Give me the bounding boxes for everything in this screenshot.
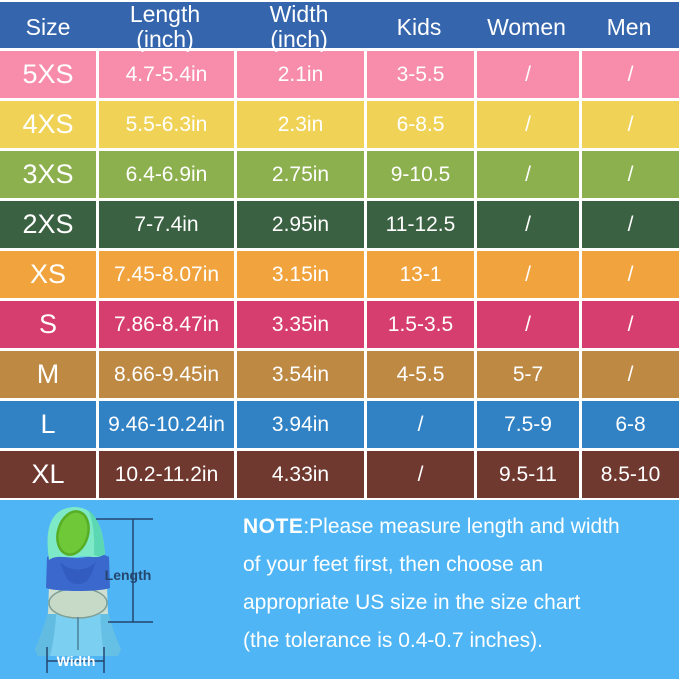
width-label: Width <box>57 653 96 669</box>
column-header-2: Width (inch) <box>269 1 329 52</box>
men-cell: / <box>579 251 679 298</box>
note-prefix: NOTE <box>243 515 304 538</box>
length-label: Length <box>105 567 152 583</box>
width-cell: 2.1in <box>234 51 364 98</box>
table-row-M: M 8.66-9.45in 3.54in 4-5.5 5-7/ <box>0 351 679 398</box>
width-measure-lines <box>46 647 105 673</box>
kids-cell: 6-8.5 <box>364 101 474 148</box>
men-cell: 6-8 <box>579 401 679 448</box>
kids-cell: 11-12.5 <box>364 201 474 248</box>
fin-foot-hole <box>56 510 90 556</box>
size-cell: S <box>38 309 57 339</box>
kids-cell: 3-5.5 <box>364 51 474 98</box>
fin-illustration: Length Width <box>35 507 153 673</box>
women-cell: / <box>474 301 579 348</box>
length-cell: 7.86-8.47in <box>96 301 234 348</box>
note-line-3: appropriate US size in the size chart <box>243 591 581 614</box>
table-row-XS: XS 7.45-8.07in 3.15in 13-1// <box>0 251 679 298</box>
table-body: 5XS 4.7-5.4in 2.1in 3-5.5//4XS 5.5-6.3in 2.3i… <box>0 51 679 498</box>
men-cell: / <box>579 51 679 98</box>
table-row-XL: XL 10.2-11.2in 4.33in/9.5-11 8.5-10 <box>0 451 679 498</box>
size-table: Size Length (inch) Width (inch) Kids Women Me… <box>0 2 679 498</box>
women-cell: 5-7 <box>474 351 579 398</box>
table-row-5XS: 5XS 4.7-5.4in 2.1in 3-5.5// <box>0 51 679 98</box>
length-measure-lines <box>96 518 153 623</box>
women-cell: / <box>474 251 579 298</box>
fin-blue-band-shading <box>60 562 96 584</box>
column-header-3: Kids <box>396 13 442 40</box>
length-cell: 4.7-5.4in <box>96 51 234 98</box>
width-cell: 3.54in <box>234 351 364 398</box>
table-row-3XS: 3XS 6.4-6.9in 2.75in 9-10.5// <box>0 151 679 198</box>
size-cell: XL <box>31 459 65 489</box>
men-cell: / <box>579 301 679 348</box>
men-cell: / <box>579 201 679 248</box>
size-cell: M <box>36 359 60 389</box>
kids-cell: 13-1 <box>364 251 474 298</box>
note-line-1: NOTE:Please measure length and width <box>243 516 620 538</box>
kids-cell: 4-5.5 <box>364 351 474 398</box>
length-cell: 10.2-11.2in <box>96 451 234 498</box>
size-cell: 4XS <box>22 109 74 139</box>
men-cell: 8.5-10 <box>579 451 679 498</box>
women-cell: / <box>474 101 579 148</box>
size-cell: 2XS <box>22 209 74 239</box>
women-cell: 7.5-9 <box>474 401 579 448</box>
length-cell: 6.4-6.9in <box>96 151 234 198</box>
length-cell: 8.66-9.45in <box>96 351 234 398</box>
table-row-4XS: 4XS 5.5-6.3in 2.3in 6-8.5// <box>0 101 679 148</box>
column-header-5: Men <box>606 13 652 40</box>
men-cell: / <box>579 351 679 398</box>
length-cell: 7-7.4in <box>96 201 234 248</box>
size-cell: 3XS <box>22 159 74 189</box>
women-cell: / <box>474 201 579 248</box>
width-cell: 2.95in <box>234 201 364 248</box>
women-cell: / <box>474 51 579 98</box>
width-cell: 3.15in <box>234 251 364 298</box>
header-row: Size Length (inch) Width (inch) Kids Women Me… <box>0 2 679 52</box>
size-cell: 5XS <box>22 59 74 89</box>
fin-foot-pocket-shading <box>88 510 105 556</box>
women-cell: / <box>474 151 579 198</box>
width-cell: 2.75in <box>234 151 364 198</box>
column-header-0: Size <box>25 13 71 40</box>
kids-cell: 9-10.5 <box>364 151 474 198</box>
table-row-L: L 9.46-10.24in 3.94in/7.5-9 6-8 <box>0 401 679 448</box>
note-text: NOTE:Please measure length and width of … <box>243 516 620 668</box>
kids-cell: 1.5-3.5 <box>364 301 474 348</box>
width-cell: 2.3in <box>234 101 364 148</box>
fin-heel-opening <box>48 587 108 619</box>
note-line-1-body: :Please measure length and width <box>303 515 620 538</box>
width-cell: 4.33in <box>234 451 364 498</box>
table-row-2XS: 2XS 7-7.4in 2.95in 11-12.5// <box>0 201 679 248</box>
length-cell: 7.45-8.07in <box>96 251 234 298</box>
width-cell: 3.94in <box>234 401 364 448</box>
table-row-S: S 7.86-8.47in 3.35in 1.5-3.5// <box>0 301 679 348</box>
kids-cell: / <box>364 401 474 448</box>
length-cell: 9.46-10.24in <box>96 401 234 448</box>
column-header-1: Length (inch) <box>129 1 201 52</box>
size-cell: XS <box>29 259 67 289</box>
column-header-4: Women <box>487 13 566 40</box>
note-line-2: of your feet first, then choose an <box>243 553 544 576</box>
men-cell: / <box>579 101 679 148</box>
width-cell: 3.35in <box>234 301 364 348</box>
note-line-4: (the tolerance is 0.4-0.7 inches). <box>243 629 543 652</box>
kids-cell: / <box>364 451 474 498</box>
length-cell: 5.5-6.3in <box>96 101 234 148</box>
women-cell: 9.5-11 <box>474 451 579 498</box>
note-section: Length Width NOTE:Please measure length … <box>0 500 679 679</box>
size-cell: L <box>40 409 56 439</box>
men-cell: / <box>579 151 679 198</box>
